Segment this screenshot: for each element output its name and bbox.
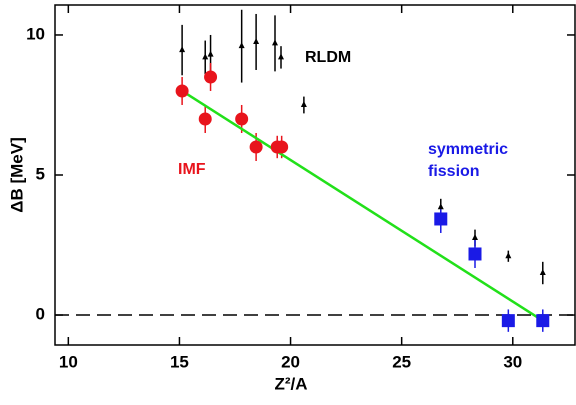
series-label: symmetric fission <box>428 141 509 180</box>
data-point <box>204 70 218 84</box>
data-point <box>472 234 478 241</box>
data-point <box>501 314 515 328</box>
y-tick-label: 0 <box>36 305 45 324</box>
x-tick-label: 25 <box>392 352 411 371</box>
data-point <box>253 37 260 44</box>
data-point <box>539 269 546 276</box>
data-point <box>175 84 189 98</box>
data-point <box>198 112 212 126</box>
y-axis-label: ΔB [MeV] <box>7 137 26 213</box>
data-point <box>278 53 284 60</box>
x-axis-label: Z²/A <box>274 374 307 393</box>
x-tick-label: 30 <box>503 352 522 371</box>
data-point <box>275 140 289 154</box>
fit-line <box>181 89 544 322</box>
y-tick-label: 5 <box>36 164 45 183</box>
data-point <box>272 39 278 46</box>
series-label: RLDM <box>305 49 352 66</box>
data-point <box>249 140 263 154</box>
data-point <box>505 252 512 259</box>
x-tick-label: 10 <box>59 352 78 371</box>
y-tick-label: 10 <box>26 24 45 43</box>
data-point <box>235 112 249 126</box>
data-point <box>468 247 482 261</box>
x-tick-label: 15 <box>170 352 189 371</box>
plot-area <box>55 9 575 332</box>
data-point <box>536 314 550 328</box>
data-point <box>300 100 307 107</box>
data-point <box>437 203 444 210</box>
data-point <box>207 50 214 57</box>
data-point <box>202 53 209 60</box>
data-point <box>238 42 245 49</box>
data-point <box>434 212 448 226</box>
data-point <box>179 46 186 53</box>
series-label: IMF <box>178 161 206 178</box>
x-tick-label: 20 <box>281 352 300 371</box>
plot-frame <box>54 4 576 346</box>
